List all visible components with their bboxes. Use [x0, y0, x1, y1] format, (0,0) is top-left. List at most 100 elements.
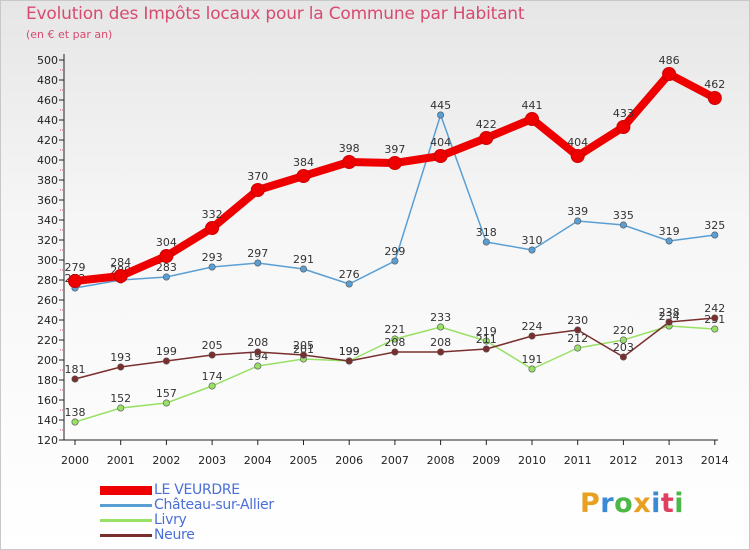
x-tick-label: 2000: [61, 454, 89, 467]
data-label-livry: 233: [430, 311, 451, 324]
data-point-neure: [665, 318, 673, 326]
data-point-chateau-sur-allier: [391, 257, 399, 265]
y-tick-label: 120: [37, 434, 58, 447]
legend-label-chateau-sur-allier: Château-sur-Allier: [154, 497, 274, 513]
x-tick-label: 2006: [335, 454, 363, 467]
data-point-le-veurdre: [616, 120, 631, 134]
data-point-le-veurdre: [296, 169, 311, 183]
data-point-neure: [482, 345, 490, 353]
y-tick-label: 280: [37, 274, 58, 287]
data-label-neure: 208: [247, 336, 268, 349]
data-point-neure: [711, 314, 719, 322]
data-label-chateau-sur-allier: 319: [659, 225, 680, 238]
data-point-chateau-sur-allier: [437, 111, 445, 119]
y-tick-label: 460: [37, 94, 58, 107]
data-label-chateau-sur-allier: 335: [613, 209, 634, 222]
data-label-le-veurdre: 384: [293, 156, 314, 169]
data-point-neure: [574, 326, 582, 334]
data-label-neure: 238: [659, 306, 680, 319]
data-point-le-veurdre: [205, 221, 220, 235]
data-label-le-veurdre: 404: [567, 136, 588, 149]
y-tick-label: 440: [37, 114, 58, 127]
data-point-le-veurdre: [159, 249, 174, 263]
chart-subtitle: (en € et par an): [26, 28, 113, 41]
data-point-livry: [391, 335, 399, 343]
data-label-chateau-sur-allier: 297: [247, 247, 268, 260]
data-point-livry: [162, 399, 170, 407]
data-point-neure: [71, 375, 79, 383]
x-tick-label: 2005: [290, 454, 318, 467]
data-label-chateau-sur-allier: 445: [430, 99, 451, 112]
x-tick-label: 2012: [609, 454, 637, 467]
x-tick-label: 2013: [655, 454, 683, 467]
data-point-le-veurdre: [113, 269, 128, 283]
data-label-le-veurdre: 304: [156, 236, 177, 249]
x-tick-label: 2001: [107, 454, 135, 467]
data-point-chateau-sur-allier: [299, 265, 307, 273]
data-point-chateau-sur-allier: [208, 263, 216, 271]
y-tick-label: 240: [37, 314, 58, 327]
data-label-chateau-sur-allier: 276: [339, 268, 360, 281]
data-point-le-veurdre: [68, 274, 82, 288]
x-tick-label: 2002: [152, 454, 180, 467]
legend-item-livry: Livry: [100, 512, 400, 528]
data-point-livry: [574, 344, 582, 352]
data-label-le-veurdre: 370: [247, 170, 268, 183]
data-label-livry: 220: [613, 324, 634, 337]
data-point-le-veurdre: [525, 112, 539, 126]
data-point-le-veurdre: [707, 91, 722, 105]
y-tick-label: 180: [37, 374, 58, 387]
data-point-le-veurdre: [342, 155, 357, 169]
data-label-chateau-sur-allier: 299: [384, 245, 405, 258]
data-point-chateau-sur-allier: [162, 273, 170, 281]
data-point-neure: [528, 332, 536, 340]
data-label-neure: 199: [339, 345, 360, 358]
data-label-le-veurdre: 398: [339, 142, 360, 155]
data-label-livry: 201: [293, 343, 314, 356]
legend-swatch-neure: [100, 534, 152, 537]
legend-swatch-livry: [100, 519, 152, 522]
x-tick-label: 2011: [564, 454, 592, 467]
proxiti-logo: Proxiti: [580, 488, 685, 519]
data-label-le-veurdre: 279: [65, 261, 86, 274]
data-label-le-veurdre: 433: [613, 107, 634, 120]
data-label-neure: 181: [65, 363, 86, 376]
data-label-chateau-sur-allier: 318: [476, 226, 497, 239]
data-label-chateau-sur-allier: 325: [704, 219, 725, 232]
data-label-neure: 208: [384, 336, 405, 349]
data-point-neure: [254, 348, 262, 356]
data-label-le-veurdre: 397: [384, 143, 405, 156]
data-point-neure: [345, 357, 353, 365]
data-point-le-veurdre: [250, 183, 265, 197]
data-point-neure: [619, 353, 627, 361]
data-label-le-veurdre: 332: [202, 208, 223, 221]
x-tick-label: 2008: [427, 454, 455, 467]
data-label-livry: 199: [339, 345, 360, 358]
data-label-neure: 205: [293, 339, 314, 352]
y-tick-label: 320: [37, 234, 58, 247]
data-point-le-veurdre: [387, 156, 402, 170]
data-point-chateau-sur-allier: [254, 259, 262, 267]
x-tick-label: 2014: [701, 454, 729, 467]
data-label-le-veurdre: 284: [110, 256, 131, 269]
data-label-livry: 138: [65, 406, 86, 419]
x-tick-label: 2010: [518, 454, 546, 467]
data-point-livry: [482, 337, 490, 345]
x-tick-label: 2009: [472, 454, 500, 467]
data-point-livry: [619, 336, 627, 344]
data-point-le-veurdre: [570, 149, 585, 163]
y-tick-label: 160: [37, 394, 58, 407]
data-point-livry: [208, 382, 216, 390]
data-point-neure: [162, 357, 170, 365]
data-label-le-veurdre: 462: [704, 78, 725, 91]
legend-label-le-veurdre: LE VEURDRE: [154, 482, 240, 498]
data-label-chateau-sur-allier: 339: [567, 205, 588, 218]
data-point-chateau-sur-allier: [574, 217, 582, 225]
data-label-livry: 152: [110, 392, 131, 405]
data-label-chateau-sur-allier: 291: [293, 253, 314, 266]
data-point-livry: [711, 325, 719, 333]
y-tick-label: 420: [37, 134, 58, 147]
data-point-chateau-sur-allier: [711, 231, 719, 239]
data-point-livry: [71, 418, 79, 426]
legend-item-neure: Neure: [100, 527, 400, 543]
